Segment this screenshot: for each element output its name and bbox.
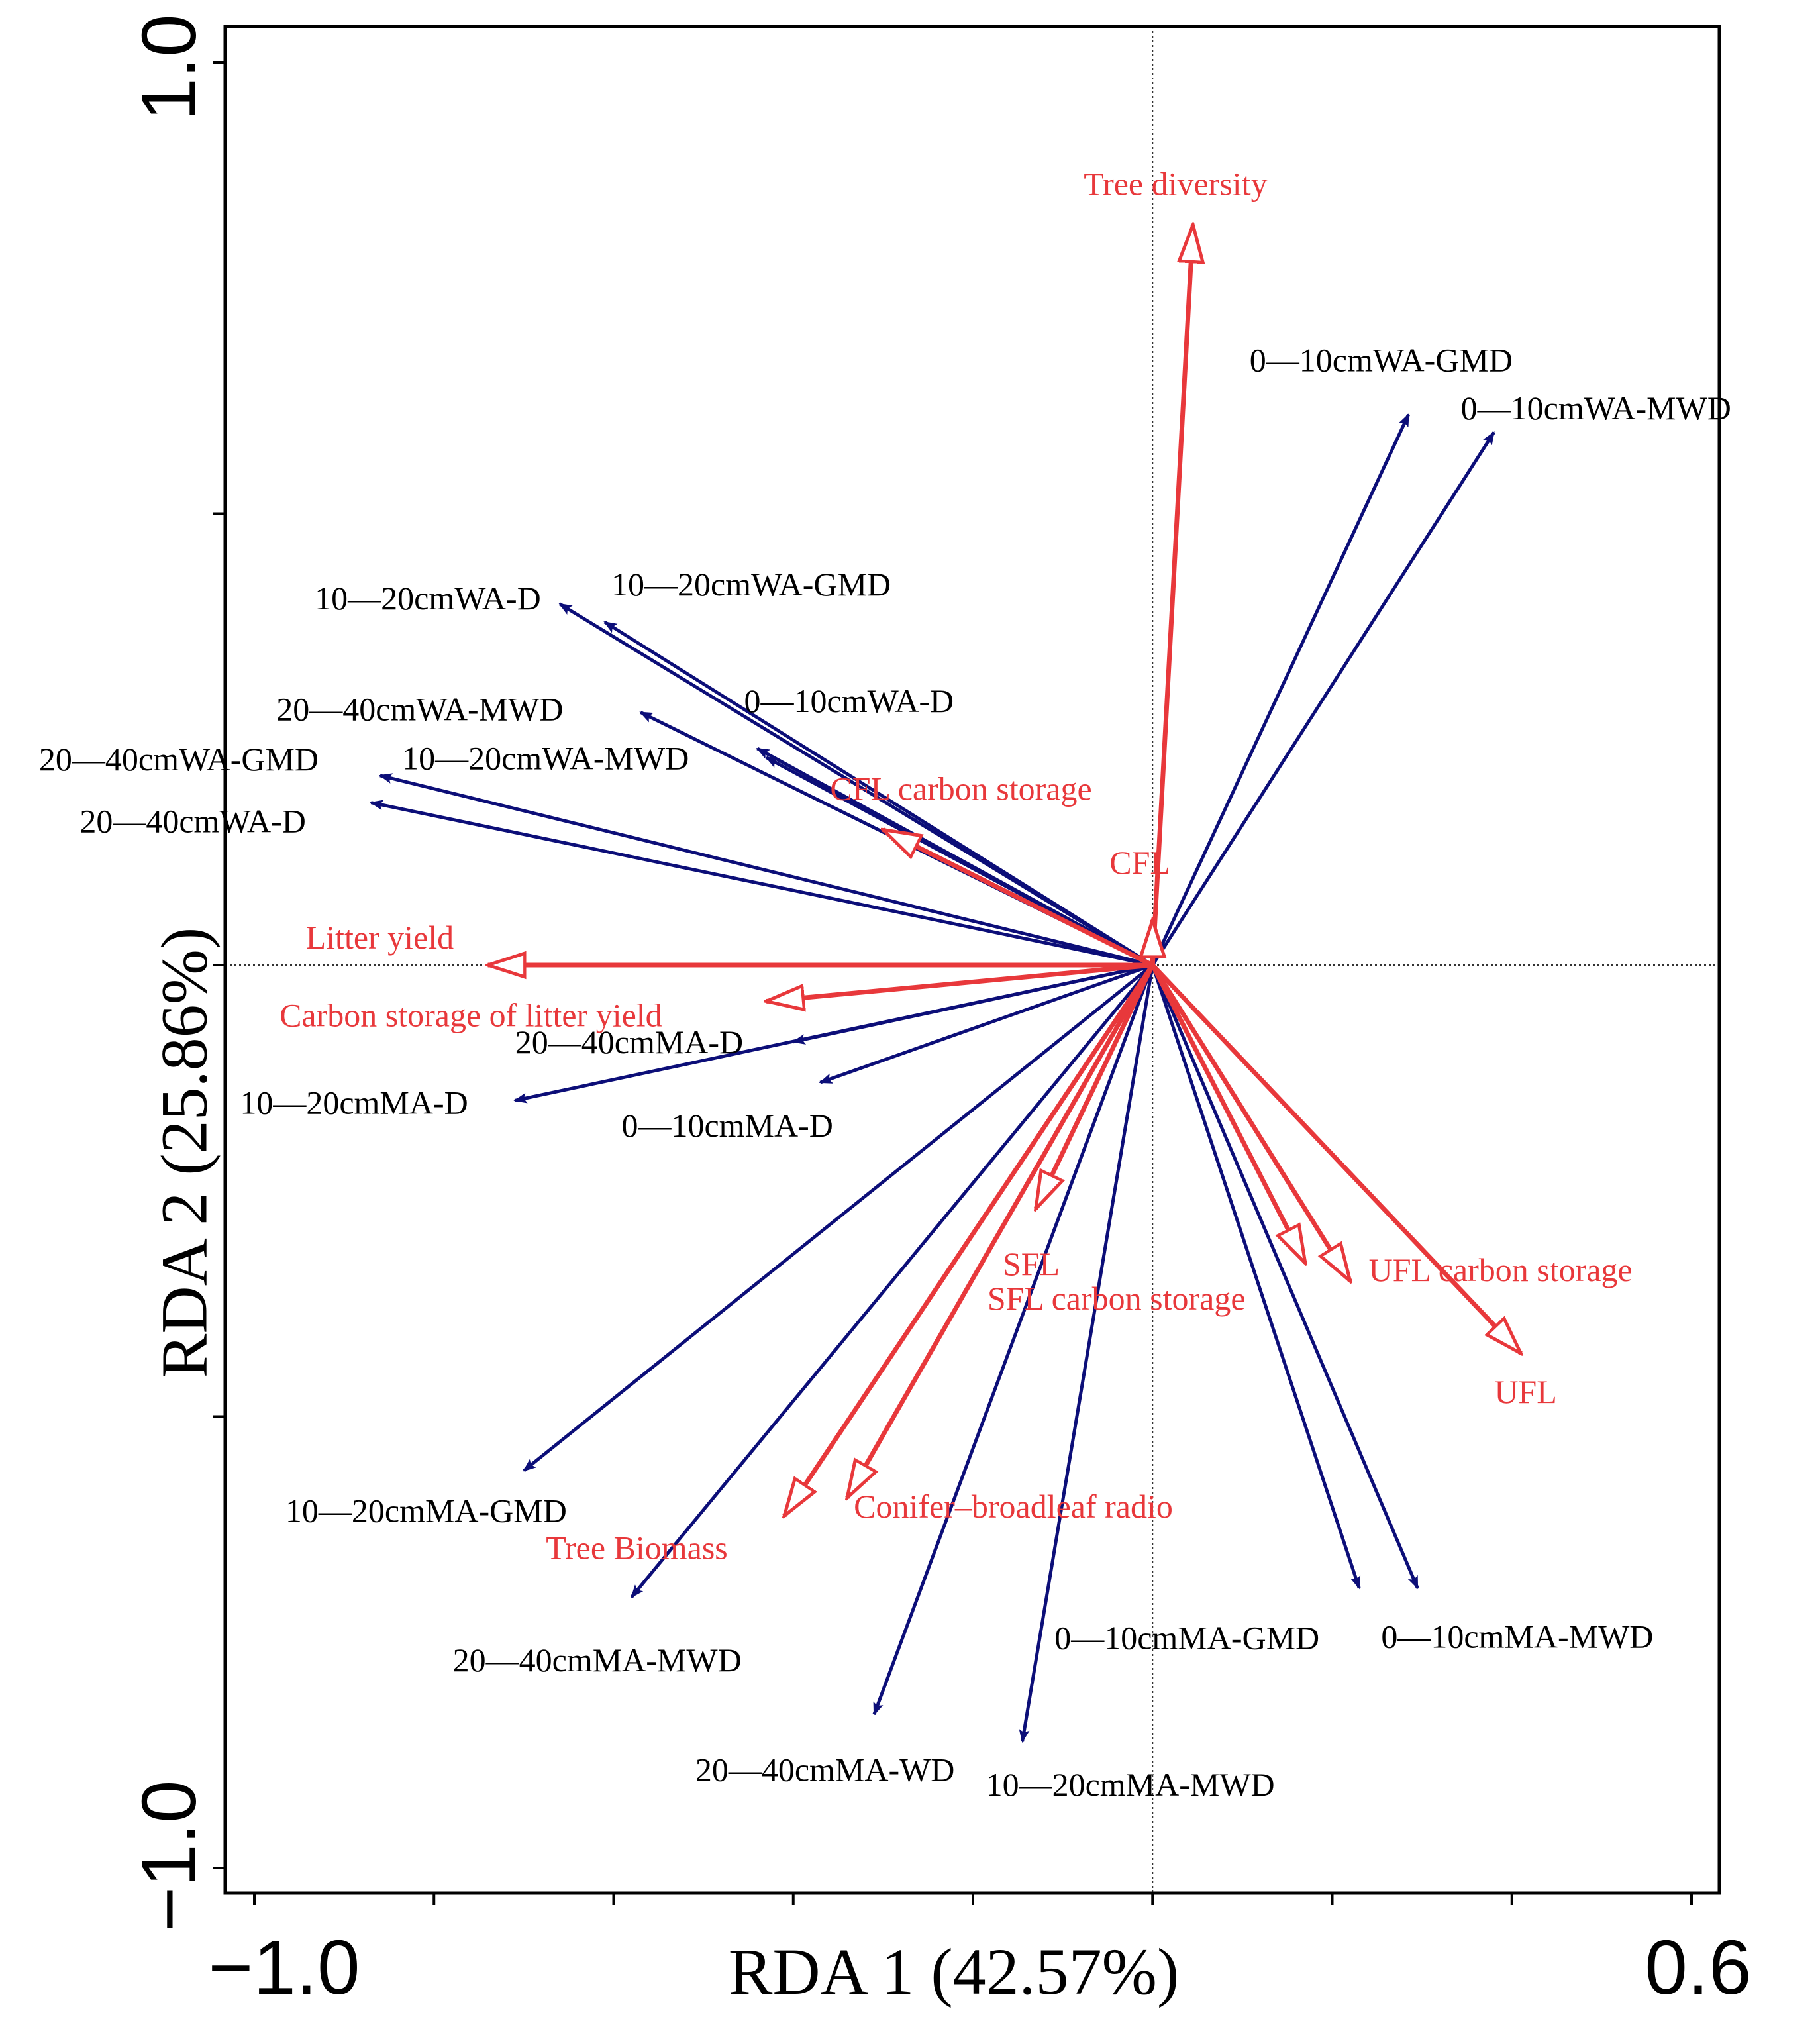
response-label-3: 10—20cmWA-GMD [611,566,891,603]
response-arrow-7 [378,773,1153,967]
response-label-16: 0—10cmMA-GMD [1054,1619,1319,1656]
response-arrow-12 [523,964,1154,1473]
response-label-2: 10—20cmWA-D [315,580,541,617]
x-tick-label-min: −1.0 [209,1924,360,2010]
explanatory-arrow-10 [847,964,1155,1498]
explanatory-arrow-9 [784,964,1155,1516]
explanatory-arrows [488,225,1521,1516]
explanatory-label-8: UFL [1494,1373,1556,1410]
explanatory-arrow-5 [1036,964,1155,1209]
response-arrow-1 [1151,431,1495,966]
response-label-13: 20—40cmMA-MWD [453,1641,742,1679]
response-label-17: 0—10cmMA-MWD [1381,1618,1653,1655]
explanatory-label-3: Litter yield [306,919,454,956]
y-tick-label-min: −1.0 [126,1781,212,1932]
response-label-10: 0—10cmMA-D [621,1107,833,1144]
response-arrows [370,413,1495,1743]
explanatory-label-10: Conifer–broadleaf radio [854,1488,1173,1525]
explanatory-arrow-0 [1150,225,1193,966]
explanatory-label-5: SFL [1003,1245,1060,1282]
explanatory-label-4: Carbon storage of litter yield [279,997,662,1034]
x-ticks [253,1893,1693,1905]
response-label-8: 20—40cmWA-D [79,803,306,840]
response-label-4: 20—40cmWA-MWD [276,690,563,727]
response-label-0: 0—10cmWA-GMD [1250,342,1513,379]
response-arrow-8 [370,800,1153,967]
explanatory-arrow-8 [1150,963,1521,1353]
explanatory-label-1: CFL carbon storage [830,770,1091,807]
response-arrow-3 [603,620,1154,967]
response-label-9: 20—40cmMA-D [515,1023,743,1061]
response-label-1: 0—10cmWA-MWD [1461,389,1731,427]
y-axis-title: RDA 2 (25.86%) [148,927,221,1378]
explanatory-label-2: CFL [1109,844,1170,881]
response-label-11: 10—20cmMA-D [240,1084,468,1121]
response-label-6: 10—20cmWA-MWD [402,740,689,777]
response-label-5: 0—10cmWA-D [744,682,954,719]
response-label-14: 20—40cmMA-WD [695,1751,955,1788]
explanatory-label-0: Tree diversity [1084,165,1267,202]
x-axis-title: RDA 1 (42.57%) [729,1935,1180,2008]
x-tick-label-max: 0.6 [1644,1924,1751,2010]
response-arrow-14 [872,964,1154,1716]
explanatory-arrow-7 [1150,964,1350,1281]
response-arrow-0 [1150,413,1411,966]
explanatory-arrow-4 [766,962,1153,1002]
response-label-12: 10—20cmMA-GMD [285,1492,567,1529]
explanatory-label-9: Tree Biomass [546,1529,728,1566]
response-label-15: 10—20cmMA-MWD [986,1766,1275,1803]
explanatory-labels: Tree diversity CFL carbon storage CFL Litte… [279,165,1633,1566]
response-labels: 0—10cmWA-GMD 0—10cmWA-MWD 10—20cmWA-D 10—20… [39,342,1731,1804]
explanatory-arrow-6 [1150,964,1305,1263]
explanatory-arrow-1 [883,830,1154,968]
response-arrow-13 [630,964,1154,1598]
response-arrow-17 [1150,964,1419,1590]
y-tick-label-max: 1.0 [126,14,212,121]
explanatory-label-6: SFL carbon storage [987,1280,1246,1317]
response-label-7: 20—40cmWA-GMD [39,741,319,778]
y-ticks [213,61,225,1869]
plot-frame [223,25,1721,1895]
response-arrow-15 [1019,964,1154,1743]
explanatory-label-7: UFL carbon storage [1369,1251,1633,1288]
response-arrow-10 [819,963,1154,1084]
response-arrow-11 [513,963,1153,1104]
response-arrow-16 [1150,964,1361,1590]
